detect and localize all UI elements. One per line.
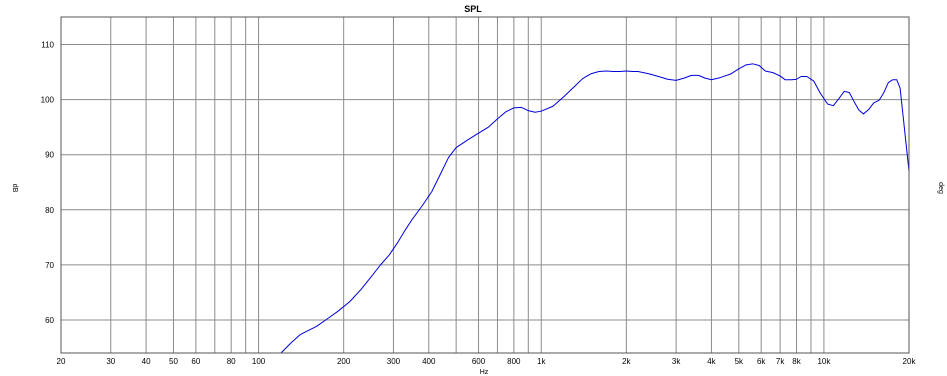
- x-tick-5k: 5k: [735, 357, 744, 366]
- x-tick-20: 20: [57, 357, 66, 366]
- x-axis-label: Hz: [480, 369, 489, 376]
- x-tick-4k: 4k: [707, 357, 716, 366]
- y-tick-90: 90: [45, 151, 54, 160]
- grid: [61, 17, 909, 353]
- y-tick-labels: 60 70 80 90 100 110: [41, 41, 55, 325]
- x-tick-20k: 20k: [903, 357, 917, 366]
- x-tick-60: 60: [191, 357, 200, 366]
- x-tick-labels: 20 30 40 50 60 80 100 200 300 400 600 800 1k 2k 3k 4k 5k…: [57, 357, 917, 366]
- x-tick-7k: 7k: [776, 357, 785, 366]
- x-tick-8k: 8k: [792, 357, 801, 366]
- x-tick-400: 400: [422, 357, 436, 366]
- x-tick-50: 50: [169, 357, 178, 366]
- x-tick-2k: 2k: [622, 357, 631, 366]
- x-tick-10k: 10k: [817, 357, 831, 366]
- series-line-1: [281, 64, 909, 353]
- x-tick-800: 800: [507, 357, 521, 366]
- series-group: [281, 64, 909, 353]
- y-axis-label-right: deg: [937, 182, 944, 194]
- x-tick-100: 100: [252, 357, 266, 366]
- x-tick-6k: 6k: [757, 357, 766, 366]
- y-tick-110: 110: [41, 41, 54, 50]
- x-tick-300: 300: [387, 357, 401, 366]
- plot-frame: [61, 17, 909, 353]
- chart-title: SPL: [464, 4, 482, 14]
- x-tick-30: 30: [106, 357, 115, 366]
- x-tick-1k: 1k: [537, 357, 546, 366]
- y-tick-70: 70: [45, 261, 54, 270]
- x-tick-80: 80: [227, 357, 236, 366]
- y-tick-100: 100: [41, 96, 55, 105]
- x-tick-3k: 3k: [672, 357, 681, 366]
- y-tick-80: 80: [45, 206, 54, 215]
- x-tick-40: 40: [142, 357, 151, 366]
- x-tick-600: 600: [472, 357, 486, 366]
- x-tick-200: 200: [337, 357, 351, 366]
- y-tick-60: 60: [45, 316, 54, 325]
- y-axis-label: dB: [11, 184, 18, 193]
